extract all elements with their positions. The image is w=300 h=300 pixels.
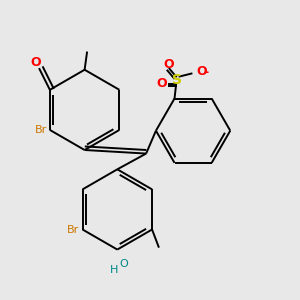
Text: O: O <box>31 56 41 69</box>
Text: Br: Br <box>67 224 80 235</box>
Text: Br: Br <box>34 125 47 135</box>
Text: H: H <box>110 265 118 275</box>
Text: O: O <box>156 76 167 89</box>
Text: S: S <box>172 73 182 87</box>
Text: O: O <box>163 58 174 71</box>
Text: O: O <box>119 259 128 269</box>
Text: O: O <box>196 65 207 78</box>
Text: -: - <box>203 66 208 79</box>
